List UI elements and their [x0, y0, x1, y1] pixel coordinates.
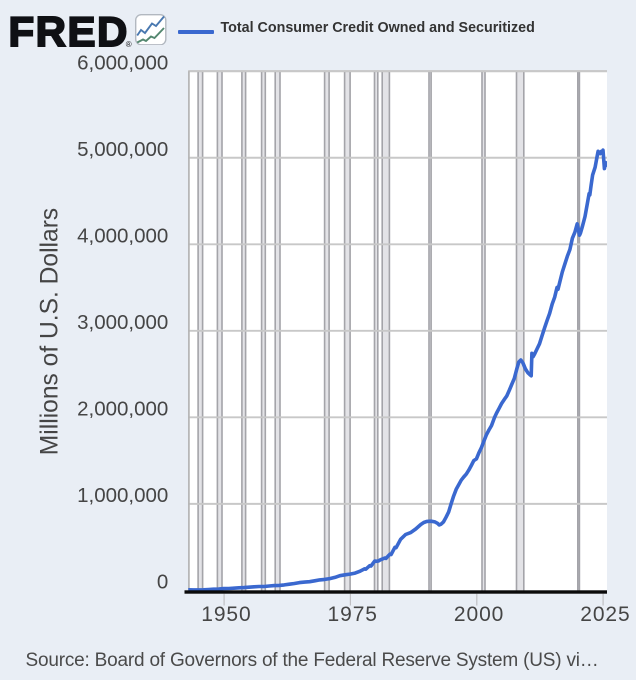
- svg-text:2,000,000: 2,000,000: [77, 397, 168, 420]
- svg-text:1975: 1975: [328, 603, 378, 626]
- svg-text:0: 0: [157, 571, 168, 594]
- svg-text:4,000,000: 4,000,000: [77, 224, 168, 247]
- svg-text:1,000,000: 1,000,000: [77, 484, 168, 507]
- svg-text:5,000,000: 5,000,000: [77, 138, 168, 161]
- svg-text:2000: 2000: [454, 603, 504, 626]
- svg-text:2025: 2025: [580, 603, 630, 626]
- svg-text:Millions of U.S. Dollars: Millions of U.S. Dollars: [37, 208, 64, 455]
- svg-text:3,000,000: 3,000,000: [77, 311, 168, 334]
- svg-text:6,000,000: 6,000,000: [77, 51, 168, 74]
- svg-text:1950: 1950: [201, 603, 251, 626]
